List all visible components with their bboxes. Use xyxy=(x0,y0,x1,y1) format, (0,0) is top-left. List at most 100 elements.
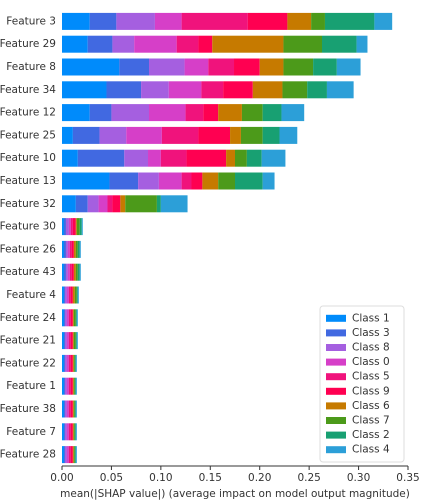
bar-segment xyxy=(111,104,149,122)
y-tick-label: Feature 34 xyxy=(0,84,56,96)
legend-swatch xyxy=(326,402,346,410)
legend-swatch xyxy=(326,314,346,322)
bar-segment xyxy=(125,195,157,213)
x-tick-label: 0.30 xyxy=(347,472,370,484)
bar-segment xyxy=(235,172,263,190)
y-tick-label: Feature 25 xyxy=(0,129,56,141)
bar-segment xyxy=(185,104,204,122)
bar-segment xyxy=(66,377,69,395)
bar-segment xyxy=(235,149,247,167)
bar-segment xyxy=(154,12,182,30)
bar-segment xyxy=(72,126,100,144)
bar-segment xyxy=(63,263,66,281)
bar-segment xyxy=(120,195,126,213)
bar-segment xyxy=(161,126,199,144)
bar-segment xyxy=(72,218,76,236)
bar-segment xyxy=(74,423,76,441)
y-tick-label: Feature 3 xyxy=(6,15,56,27)
bar-segment xyxy=(283,58,314,76)
bar-segment xyxy=(63,446,65,464)
bar-segment xyxy=(230,126,241,144)
bar-segment xyxy=(75,400,77,418)
bar-segment xyxy=(141,81,169,99)
bar-segment xyxy=(66,400,69,418)
bar-segment xyxy=(73,400,75,418)
bar-segment xyxy=(64,400,67,418)
bar-segment xyxy=(89,12,117,30)
bar-segment xyxy=(72,446,74,464)
bar-segment xyxy=(62,240,64,258)
bar-segment xyxy=(68,400,71,418)
bar-segment xyxy=(63,309,65,327)
legend-label: Class 1 xyxy=(352,312,390,324)
bar-segment xyxy=(201,81,224,99)
bar-segment xyxy=(77,263,80,281)
bar-segment xyxy=(63,286,65,304)
bar-segment xyxy=(112,195,121,213)
bar-segment xyxy=(62,263,64,281)
bar-segment xyxy=(262,172,275,190)
bar-segment xyxy=(203,104,219,122)
bar-segment xyxy=(176,35,199,53)
bar-segment xyxy=(262,104,282,122)
bar-segment xyxy=(74,377,76,395)
bar-segment xyxy=(70,309,73,327)
bar-segment xyxy=(64,286,67,304)
legend-label: Class 6 xyxy=(352,400,390,412)
bar-segment xyxy=(70,218,73,236)
bar-segment xyxy=(73,423,75,441)
bar-segment xyxy=(64,332,67,350)
bar-segment xyxy=(198,126,231,144)
bar-segment xyxy=(66,423,69,441)
bar-segment xyxy=(70,332,73,350)
bar-segment xyxy=(181,172,192,190)
legend-label: Class 0 xyxy=(352,356,390,368)
bar-segment xyxy=(63,332,65,350)
bar-segment xyxy=(70,446,73,464)
bar-segment xyxy=(68,446,71,464)
bar-segment xyxy=(65,263,68,281)
x-tick-label: 0.00 xyxy=(50,472,73,484)
bar-segment xyxy=(326,81,354,99)
bar-segment xyxy=(62,354,64,372)
bar-segment xyxy=(240,126,263,144)
bar-segment xyxy=(356,35,368,53)
bar-segment xyxy=(76,332,78,350)
bar-segment xyxy=(75,195,88,213)
bar-segment xyxy=(62,332,64,350)
bar-segment xyxy=(75,423,77,441)
legend-swatch xyxy=(326,446,346,454)
legend-label: Class 8 xyxy=(352,342,390,354)
y-tick-label: Feature 29 xyxy=(0,38,56,50)
bar-segment xyxy=(69,240,72,258)
bar-segment xyxy=(73,377,75,395)
bar-segment xyxy=(62,58,120,76)
bar-segment xyxy=(70,377,73,395)
bar-segment xyxy=(77,149,125,167)
y-tick-label: Feature 13 xyxy=(0,175,56,187)
bar-segment xyxy=(66,309,69,327)
bar-segment xyxy=(74,400,76,418)
legend-swatch xyxy=(326,344,346,351)
bar-segment xyxy=(75,263,78,281)
bar-segment xyxy=(68,332,71,350)
bar-segment xyxy=(68,309,71,327)
bar-segment xyxy=(218,104,242,122)
bar-segment xyxy=(66,332,69,350)
legend-label: Class 3 xyxy=(352,327,390,339)
bar-segment xyxy=(70,354,73,372)
bar-segment xyxy=(241,104,263,122)
bar-segment xyxy=(76,309,78,327)
bar-segment xyxy=(282,81,308,99)
bar-segment xyxy=(79,240,81,258)
y-tick-label: Feature 8 xyxy=(6,61,56,73)
bar-segment xyxy=(66,354,69,372)
x-tick-label: 0.35 xyxy=(396,472,419,484)
bar-segment xyxy=(160,149,187,167)
y-tick-label: Feature 28 xyxy=(0,449,56,461)
bar-segment xyxy=(62,195,76,213)
bar-segment xyxy=(68,218,71,236)
bar-segment xyxy=(66,286,69,304)
bar-segment xyxy=(68,286,71,304)
bar-segment xyxy=(75,354,77,372)
